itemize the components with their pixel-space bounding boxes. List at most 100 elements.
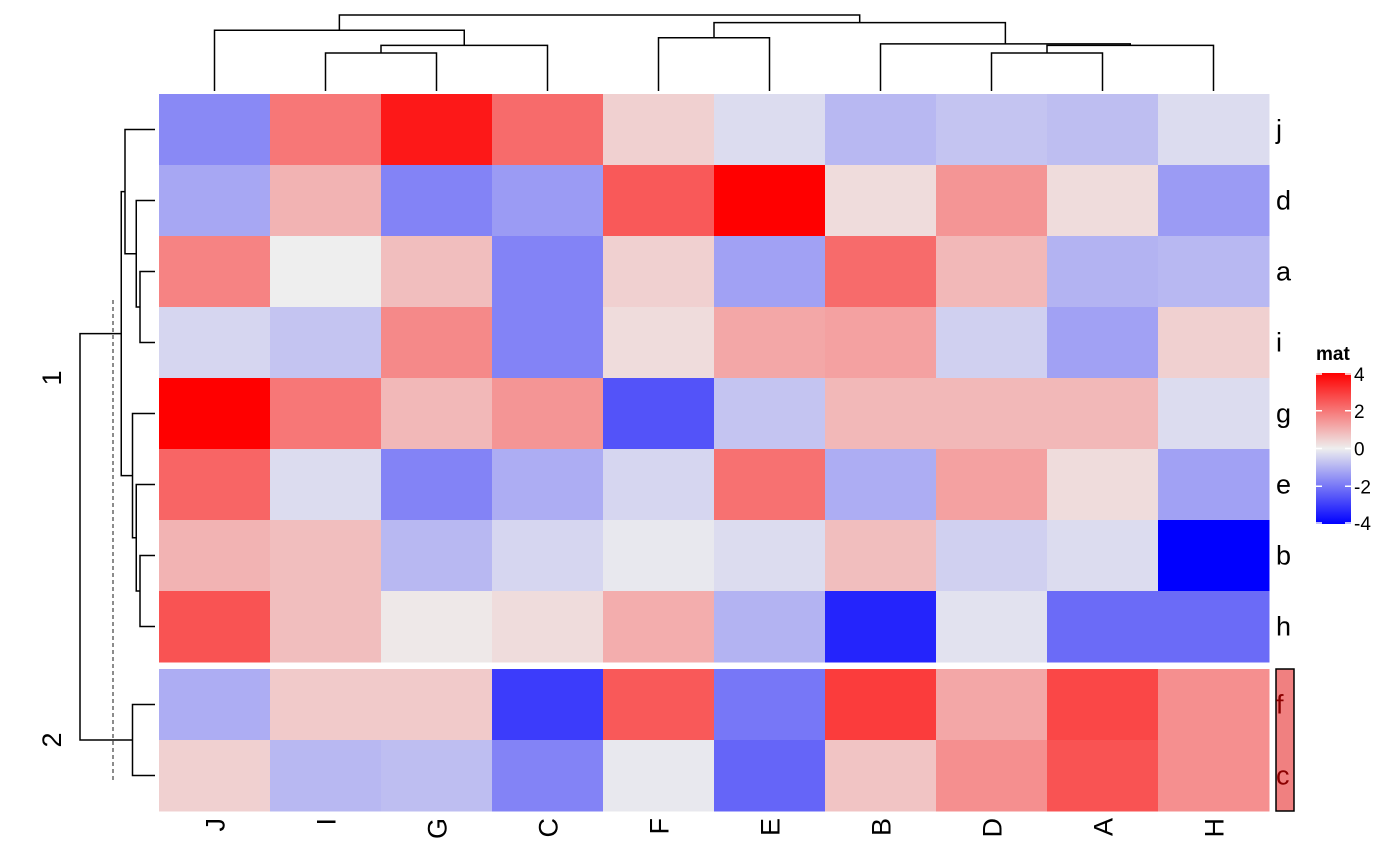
- dendrogram-branch-cFE: [657, 37, 771, 91]
- row-label-j: j: [1275, 115, 1282, 145]
- heatmap-cell-j-D: [936, 94, 1048, 166]
- dendrogram-branch-rroot: [79, 332, 133, 741]
- column-label-H: H: [1200, 818, 1230, 838]
- dendrogram-branch-cDAH: [1046, 44, 1215, 91]
- color-legend: mat 4 2 0 -2 -4: [1316, 344, 1371, 535]
- legend-tick-label: -4: [1354, 514, 1371, 535]
- heatmap-cell-i-E: [714, 307, 826, 379]
- heatmap-cell-f-I: [270, 669, 382, 741]
- heatmap-cell-b-C: [492, 520, 604, 592]
- heatmap-cell-b-J: [159, 520, 271, 592]
- heatmap-cell-b-F: [603, 520, 715, 592]
- heatmap-cell-b-I: [270, 520, 382, 592]
- heatmap-cell-a-J: [159, 236, 271, 308]
- row-label-f: f: [1276, 690, 1284, 720]
- dendrogram-branch-cBDAH: [879, 43, 1131, 91]
- heatmap-cell-e-J: [159, 449, 271, 521]
- dendrogram-branch-root: [338, 14, 861, 31]
- heatmap-cell-c-I: [270, 740, 382, 812]
- heatmap-cell-h-E: [714, 591, 826, 663]
- heatmap-cell-a-D: [936, 236, 1048, 308]
- heatmap-cell-c-C: [492, 740, 604, 812]
- slice-label-1: 1: [37, 370, 67, 385]
- heatmap-cell-a-I: [270, 236, 382, 308]
- column-label-I: I: [312, 818, 342, 826]
- heatmap-cell-d-B: [825, 165, 937, 237]
- heatmap-cell-b-A: [1047, 520, 1159, 592]
- heatmap-cell-j-C: [492, 94, 604, 166]
- heatmap-cell-f-H: [1158, 669, 1270, 741]
- heatmap-cell-g-I: [270, 378, 382, 450]
- row-label-h: h: [1276, 612, 1291, 642]
- legend-tick-label: 4: [1354, 365, 1365, 386]
- dendrogram-branch-cIG: [324, 52, 438, 91]
- row-annotation-rect: [1275, 668, 1295, 812]
- dendrogram-branch-rdai: [135, 199, 155, 308]
- row-label-g: g: [1276, 399, 1291, 429]
- heatmap-cell-g-E: [714, 378, 826, 450]
- column-label-F: F: [645, 818, 675, 835]
- heatmap-cell-i-A: [1047, 307, 1159, 379]
- heatmap-cell-e-D: [936, 449, 1048, 521]
- heatmap-cell-a-E: [714, 236, 826, 308]
- heatmap-cell-c-A: [1047, 740, 1159, 812]
- heatmap-cell-h-A: [1047, 591, 1159, 663]
- heatmap-cell-d-C: [492, 165, 604, 237]
- heatmap-cell-e-I: [270, 449, 382, 521]
- row-label-i: i: [1276, 328, 1282, 358]
- heatmap-cell-i-I: [270, 307, 382, 379]
- heatmap-cell-f-F: [603, 669, 715, 741]
- legend-tick-label: -2: [1354, 477, 1371, 498]
- heatmap-cell-d-D: [936, 165, 1048, 237]
- row-label-e: e: [1276, 470, 1291, 500]
- heatmap-cell-i-H: [1158, 307, 1270, 379]
- heatmap-cell-a-B: [825, 236, 937, 308]
- row-annotation-box: [1275, 668, 1295, 812]
- heatmap-cell-c-E: [714, 740, 826, 812]
- dendrogram-branch-rai: [139, 270, 155, 344]
- heatmap-cell-b-G: [381, 520, 493, 592]
- column-label-J: J: [201, 818, 231, 832]
- heatmap-cell-a-H: [1158, 236, 1270, 308]
- row-labels: j d a i g e b h f c: [1275, 115, 1292, 791]
- heatmap-cell-j-H: [1158, 94, 1270, 166]
- row-label-c: c: [1276, 761, 1290, 791]
- heatmap-cell-f-A: [1047, 669, 1159, 741]
- heatmap-cell-i-J: [159, 307, 271, 379]
- heatmap-cell-e-E: [714, 449, 826, 521]
- heatmap-cell-h-G: [381, 591, 493, 663]
- heatmap-cell-d-I: [270, 165, 382, 237]
- row-label-d: d: [1276, 186, 1291, 216]
- heatmap-cell-e-F: [603, 449, 715, 521]
- heatmap-cell-a-F: [603, 236, 715, 308]
- heatmap-cell-e-H: [1158, 449, 1270, 521]
- heatmap-cell-j-F: [603, 94, 715, 166]
- heatmap-cell-h-J: [159, 591, 271, 663]
- heatmap-cell-b-B: [825, 520, 937, 592]
- heatmap-cell-a-C: [492, 236, 604, 308]
- dendrogram-branch-cDA: [990, 52, 1104, 91]
- heatmap-cell-d-F: [603, 165, 715, 237]
- heatmap-cell-d-E: [714, 165, 826, 237]
- column-label-A: A: [1089, 818, 1119, 836]
- heatmap-cell-h-D: [936, 591, 1048, 663]
- heatmap-cell-e-B: [825, 449, 937, 521]
- heatmap-cell-c-F: [603, 740, 715, 812]
- heatmap-cell-f-G: [381, 669, 493, 741]
- dendrogram-branch-rfc: [131, 703, 155, 777]
- legend-ticks: 4 2 0 -2 -4: [1316, 365, 1371, 535]
- heatmap-cell-g-H: [1158, 378, 1270, 450]
- heatmap-cell-i-F: [603, 307, 715, 379]
- heatmap-cell-b-E: [714, 520, 826, 592]
- heatmap-cell-h-C: [492, 591, 604, 663]
- heatmap-cell-f-B: [825, 669, 937, 741]
- dendrogram-branch-rbh: [139, 554, 155, 628]
- heatmap-cell-a-G: [381, 236, 493, 308]
- heatmap-cell-d-G: [381, 165, 493, 237]
- heatmap-cell-f-E: [714, 669, 826, 741]
- row-dendrogram: [79, 128, 155, 780]
- dendrogram-branch-cFEBDAH: [713, 21, 1007, 44]
- heatmap-cell-h-H: [1158, 591, 1270, 663]
